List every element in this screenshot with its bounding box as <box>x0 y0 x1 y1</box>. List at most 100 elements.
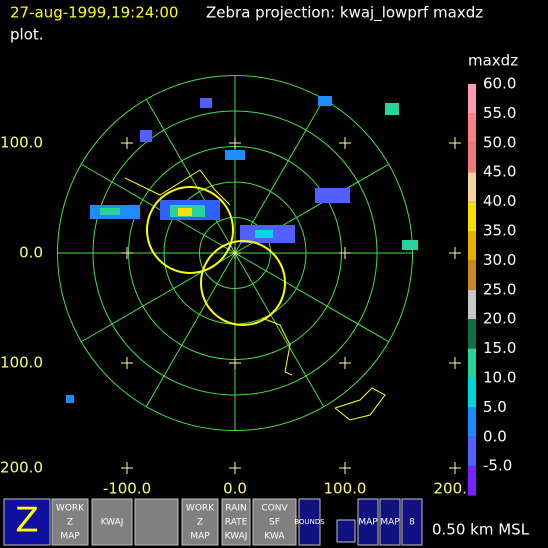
colorbar-label: 55.0 <box>483 104 516 122</box>
tool-button[interactable] <box>181 498 219 546</box>
tool-label: MAP <box>358 518 378 528</box>
echo <box>402 240 418 250</box>
tool-button[interactable] <box>401 498 423 546</box>
echo <box>100 208 120 215</box>
tool-button[interactable] <box>357 498 379 546</box>
colorbar-label: 5.0 <box>483 398 507 416</box>
colorbar-segment <box>468 201 476 231</box>
colorbar-label: 30.0 <box>483 251 516 269</box>
colorbar-label: 15.0 <box>483 339 516 357</box>
tool-label: Z <box>15 501 38 541</box>
colorbar-segment <box>468 319 476 349</box>
colorbar-segment <box>468 260 476 290</box>
colorbar-segment <box>468 407 476 437</box>
colorbar-segment <box>468 378 476 408</box>
coastline <box>261 317 293 376</box>
tool-button[interactable] <box>51 498 89 546</box>
y-label: 0.0 <box>19 244 43 262</box>
tool-label: KWA <box>264 532 285 542</box>
colorbar-label: 10.0 <box>483 369 516 387</box>
echo <box>255 230 273 238</box>
tool-button[interactable] <box>221 498 251 546</box>
axis-labels: 100.0 0.0 100.0 200.0 -100.0 0.0 100.0 200.0 <box>0 134 476 498</box>
y-label: 100.0 <box>0 134 43 152</box>
radial <box>145 252 236 407</box>
title: Zebra projection: kwaj_lowprf maxdz <box>206 4 483 23</box>
echo <box>178 208 192 216</box>
colorbar-label: 35.0 <box>483 222 516 240</box>
tool-label: CONV <box>261 504 288 514</box>
echo <box>318 96 332 106</box>
radar-echoes <box>66 96 418 403</box>
overlays <box>124 169 386 421</box>
title-cont: plot. <box>10 26 44 44</box>
colorbar-segment <box>468 466 476 496</box>
radial <box>81 163 236 254</box>
tool-label: WORK <box>56 504 85 514</box>
range-circle <box>146 186 234 274</box>
colorbar-segment <box>468 142 476 173</box>
tool-button[interactable] <box>298 498 321 546</box>
colorbar-segment <box>468 348 476 378</box>
tool-label: MAP <box>380 518 400 528</box>
toolbar-buttons: Z WORK Z MAP KWAJ WORK Z MAP RAIN RATE KWAJ CONV SF K… <box>3 498 423 546</box>
colorbar-segment <box>468 289 476 320</box>
tool-button[interactable] <box>252 498 297 546</box>
tool-label: SF <box>269 518 280 528</box>
y-label: 100.0 <box>0 354 43 372</box>
tool-button[interactable] <box>134 498 179 546</box>
radial <box>234 252 389 343</box>
tool-label: MAP <box>60 532 80 542</box>
tool-label: BOUNDS <box>294 518 325 526</box>
echo <box>200 98 212 108</box>
echo <box>385 103 399 115</box>
tool-label: MAP <box>190 532 210 542</box>
colorbar-segment <box>468 436 476 467</box>
colorbar-segment <box>468 84 476 114</box>
colorbar-label: 60.0 <box>483 75 516 93</box>
x-label: 200.0 <box>434 480 477 498</box>
colorbar-label: -5.0 <box>483 457 512 475</box>
colorbar-label: 50.0 <box>483 133 516 151</box>
colorbar-segment <box>468 113 476 143</box>
coastline <box>124 169 231 206</box>
tool-button[interactable] <box>336 519 356 543</box>
tool-button[interactable] <box>3 498 51 546</box>
x-label: -100.0 <box>103 480 151 498</box>
colorbar-label: 0.0 <box>483 427 507 445</box>
colorbar-segment <box>468 231 476 261</box>
radial <box>234 252 325 407</box>
tool-label: Z <box>67 518 73 528</box>
tool-label: KWAJ <box>225 532 248 542</box>
range-circle <box>200 240 286 326</box>
colorbar-field: maxdz <box>468 52 518 70</box>
range-rings <box>57 75 461 474</box>
colorbar-label: 25.0 <box>483 280 516 298</box>
tool-label: Z <box>197 518 203 528</box>
echo <box>66 395 74 403</box>
coastline <box>334 387 386 421</box>
tool-button[interactable] <box>91 498 133 546</box>
tool-label: 8 <box>409 518 415 528</box>
altitude: 0.50 km MSL <box>432 521 530 539</box>
tool-button[interactable] <box>379 498 401 546</box>
tool-label: WORK <box>186 504 215 514</box>
y-label: 200.0 <box>0 459 43 477</box>
tool-label: RATE <box>225 518 248 528</box>
x-label: 100.0 <box>324 480 367 498</box>
colorbar: 60.0 55.0 50.0 45.0 40.0 35.0 30.0 25.0 20.0 15.0… <box>468 75 516 496</box>
colorbar-label: 20.0 <box>483 310 516 328</box>
colorbar-label: 45.0 <box>483 163 516 181</box>
colorbar-label: 40.0 <box>483 192 516 210</box>
echo <box>225 150 245 160</box>
x-label: 0.0 <box>223 480 247 498</box>
timestamp: 27-aug-1999,19:24:00 <box>10 4 178 22</box>
echo <box>315 188 350 203</box>
echo <box>140 130 152 142</box>
tool-label: KWAJ <box>101 518 124 528</box>
tool-label: RAIN <box>225 504 246 514</box>
colorbar-segment <box>468 172 476 202</box>
